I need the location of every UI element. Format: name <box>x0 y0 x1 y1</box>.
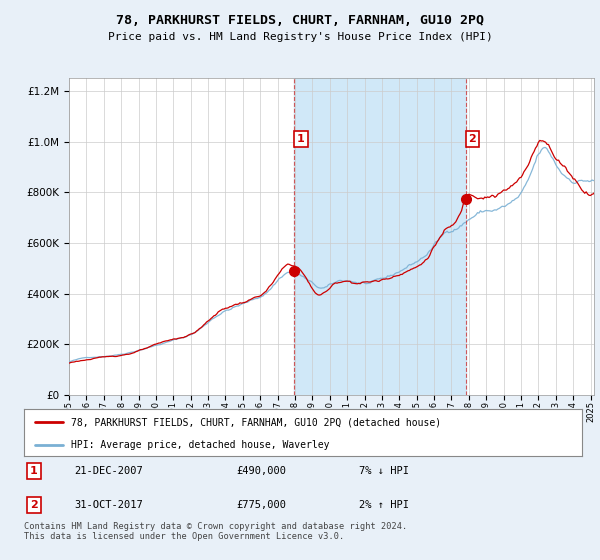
Text: HPI: Average price, detached house, Waverley: HPI: Average price, detached house, Wave… <box>71 440 330 450</box>
Text: 2: 2 <box>469 134 476 144</box>
Text: £490,000: £490,000 <box>236 466 286 476</box>
Text: 21-DEC-2007: 21-DEC-2007 <box>74 466 143 476</box>
Text: 1: 1 <box>30 466 38 476</box>
Text: 78, PARKHURST FIELDS, CHURT, FARNHAM, GU10 2PQ: 78, PARKHURST FIELDS, CHURT, FARNHAM, GU… <box>116 14 484 27</box>
Text: Price paid vs. HM Land Registry's House Price Index (HPI): Price paid vs. HM Land Registry's House … <box>107 32 493 43</box>
Text: 78, PARKHURST FIELDS, CHURT, FARNHAM, GU10 2PQ (detached house): 78, PARKHURST FIELDS, CHURT, FARNHAM, GU… <box>71 417 442 427</box>
Text: 31-OCT-2017: 31-OCT-2017 <box>74 500 143 510</box>
Text: 2% ↑ HPI: 2% ↑ HPI <box>359 500 409 510</box>
Text: 1: 1 <box>297 134 305 144</box>
Text: 7% ↓ HPI: 7% ↓ HPI <box>359 466 409 476</box>
Text: £775,000: £775,000 <box>236 500 286 510</box>
Text: 2: 2 <box>30 500 38 510</box>
Bar <box>295 78 466 395</box>
Text: Contains HM Land Registry data © Crown copyright and database right 2024.
This d: Contains HM Land Registry data © Crown c… <box>24 522 407 542</box>
